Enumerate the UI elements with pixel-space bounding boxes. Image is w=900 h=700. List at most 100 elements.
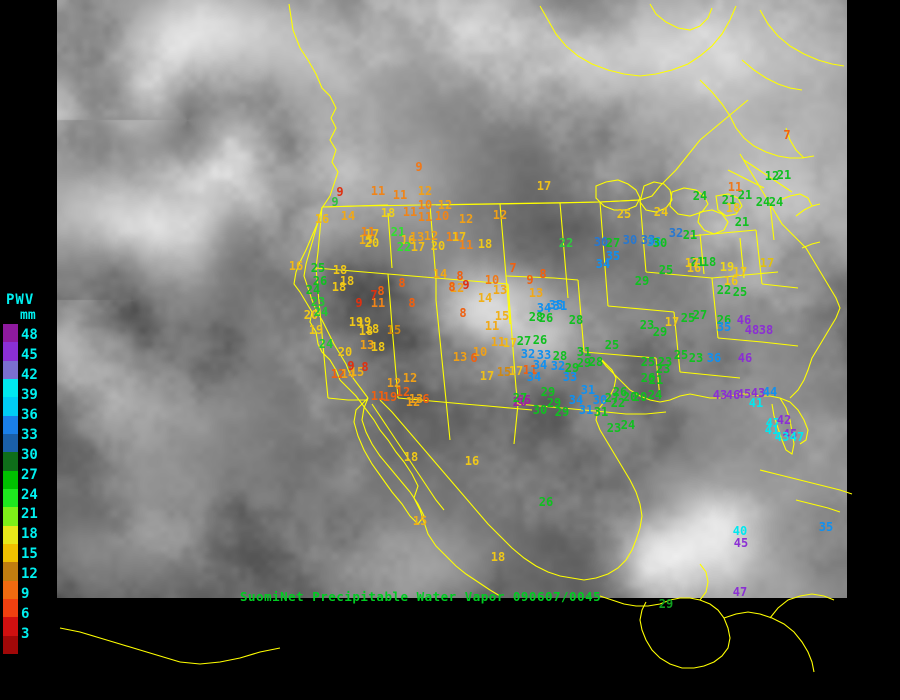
station-pwv-value: 8 [539, 267, 547, 281]
station-pwv-value: 43 [774, 430, 790, 444]
station-pwv-value: 26 [538, 311, 554, 325]
station-pwv-value: 20 [430, 239, 446, 253]
station-pwv-value: 18 [331, 280, 347, 294]
station-pwv-value: 9 [347, 359, 355, 373]
station-pwv-value: 26 [532, 333, 548, 347]
station-pwv-value: 29 [546, 396, 562, 410]
colorbar-tick-label: 27 [21, 466, 38, 483]
station-pwv-value: 28 [568, 313, 584, 327]
station-pwv-value: 34 [536, 301, 552, 315]
station-pwv-value: 10 [434, 209, 450, 223]
station-pwv-value: 18 [370, 340, 386, 354]
station-pwv-value: 23 [310, 295, 326, 309]
station-pwv-value: 18 [380, 206, 396, 220]
station-pwv-value: 29 [634, 274, 650, 288]
colorbar-tick-label: 21 [21, 506, 38, 523]
station-pwv-value: 26 [716, 313, 732, 327]
station-pwv-value: 15 [494, 309, 510, 323]
colorbar-tick-label: 12 [21, 566, 38, 583]
pwv-colorbar-legend: PWV mm 48 45 42 39 36 33 30 27 24 21 18 15 12 9 6 3 [0, 292, 56, 660]
station-pwv-value: 32 [520, 347, 536, 361]
product-caption: SuomiNet Precipitable Water Vapor 090607… [240, 589, 602, 604]
station-pwv-value: 20 [622, 390, 638, 404]
station-pwv-value: 24 [755, 195, 771, 209]
station-pwv-value: 45 [782, 427, 798, 441]
station-pwv-value: 8 [448, 280, 456, 294]
station-pwv-value: 19 [308, 323, 324, 337]
station-pwv-value: 48 [744, 323, 760, 337]
station-pwv-value: 11 [727, 180, 743, 194]
station-pwv-value: 21 [721, 193, 737, 207]
station-pwv-value: 8 [361, 360, 369, 374]
station-pwv-value: 12 [417, 184, 433, 198]
station-pwv-value: 11 [360, 225, 376, 239]
station-pwv-value: 17 [664, 315, 680, 329]
station-pwv-value: 11 [370, 389, 386, 403]
station-pwv-value: 11 [402, 205, 418, 219]
station-pwv-value: 25 [673, 348, 689, 362]
station-pwv-value: 23 [655, 362, 671, 376]
station-pwv-value: 12 [458, 212, 474, 226]
station-pwv-value: 11 [370, 184, 386, 198]
station-pwv-value: 29 [658, 597, 674, 611]
colorbar-tick-label: 30 [21, 446, 38, 463]
station-pwv-value: 11 [445, 230, 461, 244]
station-pwv-value: 20 [337, 345, 353, 359]
station-pwv-value: 9 [462, 278, 470, 292]
station-pwv-value: 20 [303, 308, 319, 322]
colorbar-tick-label: 15 [21, 546, 38, 563]
colorbar-swatch [3, 415, 18, 434]
colorbar-swatch [3, 488, 18, 508]
station-pwv-value: 8 [459, 306, 467, 320]
station-pwv-value: 20 [364, 236, 380, 250]
station-pwv-value: 41 [748, 396, 764, 410]
station-pwv-value: 22 [610, 396, 626, 410]
station-pwv-value: 17 [508, 364, 524, 378]
station-pwv-value: 6 [470, 351, 478, 365]
station-pwv-value: 8 [456, 269, 464, 283]
station-pwv-value: 25 [640, 355, 656, 369]
station-pwv-value: 35 [548, 298, 564, 312]
colorbar-swatch [3, 470, 18, 489]
station-pwv-value: 7 [370, 288, 378, 302]
station-pwv-value: 26 [612, 385, 628, 399]
station-pwv-value: 20 [512, 395, 528, 409]
station-pwv-value: 43 [712, 388, 728, 402]
colorbar-tick-label: 6 [21, 606, 30, 623]
station-pwv-value: 26 [538, 495, 554, 509]
colorbar-swatch [3, 452, 18, 471]
station-pwv-value: 27 [604, 391, 620, 405]
colorbar-tick-label: 45 [21, 346, 38, 363]
station-pwv-value: 15 [386, 323, 402, 337]
station-pwv-value: 26 [312, 274, 328, 288]
station-pwv-value: 29 [564, 361, 580, 375]
station-pwv-value: 14 [340, 367, 356, 381]
colorbar-tick-label: 3 [21, 626, 30, 643]
station-pwv-value: 8 [408, 296, 416, 310]
station-pwv-value: 33 [640, 233, 656, 247]
colorbar-gradient [3, 324, 18, 654]
station-pwv-value: 24 [620, 418, 636, 432]
station-pwv-value: 18 [358, 324, 374, 338]
station-pwv-value: 25 [604, 338, 620, 352]
station-pwv-value: 22 [396, 240, 412, 254]
station-pwv-value: 9 [415, 160, 423, 174]
station-pwv-value: 12 [449, 281, 465, 295]
colorbar-tick-labels: 48 45 42 39 36 33 30 27 24 21 18 15 12 9 6 3 [21, 324, 55, 654]
station-pwv-value: 12 [402, 371, 418, 385]
station-pwv-value: 25 [658, 263, 674, 277]
colorbar-tick-label: 24 [21, 486, 38, 503]
station-pwv-value: 16 [314, 212, 330, 226]
station-pwv-value: 12 [395, 385, 411, 399]
station-pwv-value: 24 [313, 305, 329, 319]
station-pwv-value: 18 [701, 255, 717, 269]
station-pwv-value: 40 [732, 524, 748, 538]
station-pwv-value: 31 [552, 299, 568, 313]
station-pwv-value: 36 [646, 235, 662, 249]
station-pwv-value: 15 [349, 365, 365, 379]
station-pwv-value: 19 [348, 315, 364, 329]
station-pwv-value: 28 [528, 310, 544, 324]
station-pwv-value: 18 [403, 450, 419, 464]
station-pwv-value: 17 [684, 256, 700, 270]
